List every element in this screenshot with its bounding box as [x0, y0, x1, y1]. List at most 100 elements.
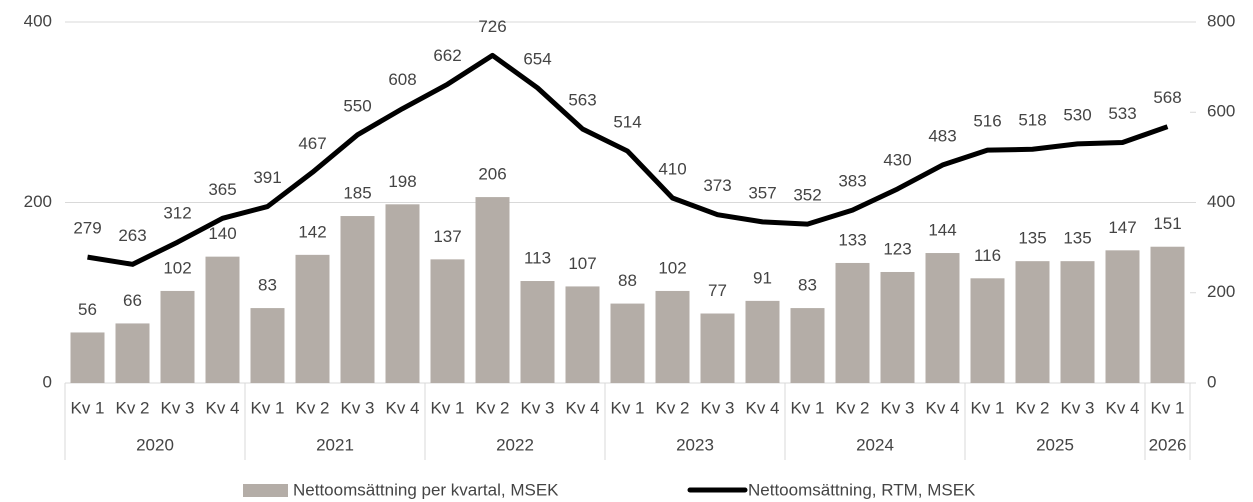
bar [1150, 246, 1185, 383]
bar [1015, 261, 1050, 383]
data-label: 102 [163, 258, 191, 277]
legend-label: Nettoomsättning per kvartal, MSEK [293, 480, 559, 499]
data-label: 88 [618, 271, 637, 290]
bar [925, 253, 960, 383]
line-data-label: 279 [73, 219, 101, 238]
data-label: 135 [1063, 229, 1091, 248]
x-tick-label: Kv 3 [880, 398, 914, 417]
bar [520, 281, 555, 383]
line [87, 52, 1169, 267]
line-data-label: 467 [298, 134, 326, 153]
line-data-label: 373 [703, 176, 731, 195]
x-tick-label: Kv 4 [1105, 398, 1139, 417]
line-data-label: 533 [1108, 104, 1136, 123]
data-label: 116 [974, 246, 1001, 265]
line-data-label: 352 [793, 186, 821, 205]
x-tick-label: Kv 2 [115, 398, 149, 417]
data-label: 147 [1108, 218, 1136, 237]
bar [1105, 250, 1140, 383]
data-label: 142 [298, 222, 326, 241]
data-label: 83 [798, 276, 817, 295]
y2-tick-label: 600 [1207, 102, 1235, 121]
line-data-label: 357 [748, 183, 776, 202]
y-tick-label: 200 [24, 192, 52, 211]
x-tick-label: Kv 1 [1150, 398, 1184, 417]
x-tick-label: Kv 2 [475, 398, 509, 417]
line-data-label: 654 [523, 49, 551, 68]
group-label: 2020 [136, 435, 174, 454]
data-label: 135 [1018, 229, 1046, 248]
bar [340, 216, 375, 383]
line-data-label: 726 [478, 17, 506, 36]
x-tick-label: Kv 4 [925, 398, 959, 417]
x-tick-label: Kv 2 [1015, 398, 1049, 417]
line-data-label: 530 [1063, 105, 1091, 124]
x-tick-label: Kv 1 [250, 398, 284, 417]
bar [295, 254, 330, 383]
data-label: 123 [883, 239, 911, 258]
x-tick-label: Kv 4 [385, 398, 419, 417]
bar [250, 308, 285, 383]
bar [880, 271, 915, 383]
group-label: 2026 [1149, 435, 1187, 454]
line-data-label: 514 [613, 113, 641, 132]
data-label: 102 [658, 258, 686, 277]
bar [385, 204, 420, 383]
x-tick-label: Kv 2 [835, 398, 869, 417]
group-label: 2023 [676, 435, 714, 454]
bar [700, 313, 735, 383]
bar [790, 308, 825, 383]
x-tick-label: Kv 1 [70, 398, 104, 417]
bar [970, 278, 1005, 383]
data-label: 91 [753, 268, 772, 287]
line-data-label: 263 [118, 226, 146, 245]
bar [655, 290, 690, 383]
data-label: 83 [258, 276, 277, 295]
line-data-label: 563 [568, 90, 596, 109]
x-tick-label: Kv 2 [655, 398, 689, 417]
data-label: 144 [928, 221, 956, 240]
x-tick-label: Kv 3 [700, 398, 734, 417]
x-tick-label: Kv 1 [790, 398, 824, 417]
bar [835, 262, 870, 383]
line-data-label: 608 [388, 70, 416, 89]
line-data-label: 365 [208, 180, 236, 199]
line-data-label: 662 [433, 46, 461, 65]
line-data-label: 550 [343, 96, 371, 115]
legend-swatch [243, 484, 288, 497]
bar [745, 300, 780, 383]
data-label: 107 [568, 254, 596, 273]
data-label: 77 [708, 281, 727, 300]
y-tick-label: 400 [24, 11, 52, 30]
data-label: 113 [524, 249, 551, 268]
bar [475, 197, 510, 383]
data-label: 140 [208, 224, 236, 243]
bar [610, 303, 645, 383]
bar [565, 286, 600, 383]
line-data-label: 383 [838, 172, 866, 191]
line-data-label: 391 [253, 168, 281, 187]
bar [205, 256, 240, 383]
x-tick-label: Kv 2 [295, 398, 329, 417]
group-label: 2022 [496, 435, 534, 454]
x-tick-label: Kv 3 [520, 398, 554, 417]
x-tick-label: Kv 4 [205, 398, 239, 417]
x-tick-label: Kv 1 [430, 398, 464, 417]
data-label: 66 [123, 291, 142, 310]
data-label: 56 [78, 300, 97, 319]
data-label: 151 [1153, 214, 1181, 233]
data-label: 185 [343, 184, 371, 203]
y2-tick-label: 400 [1207, 192, 1235, 211]
line-data-label: 518 [1018, 111, 1046, 130]
group-label: 2024 [856, 435, 894, 454]
bar [160, 290, 195, 383]
y2-tick-label: 200 [1207, 282, 1235, 301]
bar [115, 323, 150, 383]
y2-tick-label: 800 [1207, 11, 1235, 30]
legend-label: Nettoomsättning, RTM, MSEK [748, 480, 976, 499]
group-label: 2025 [1036, 435, 1074, 454]
bar [70, 332, 105, 383]
data-label: 133 [838, 230, 866, 249]
data-label: 198 [388, 172, 416, 191]
